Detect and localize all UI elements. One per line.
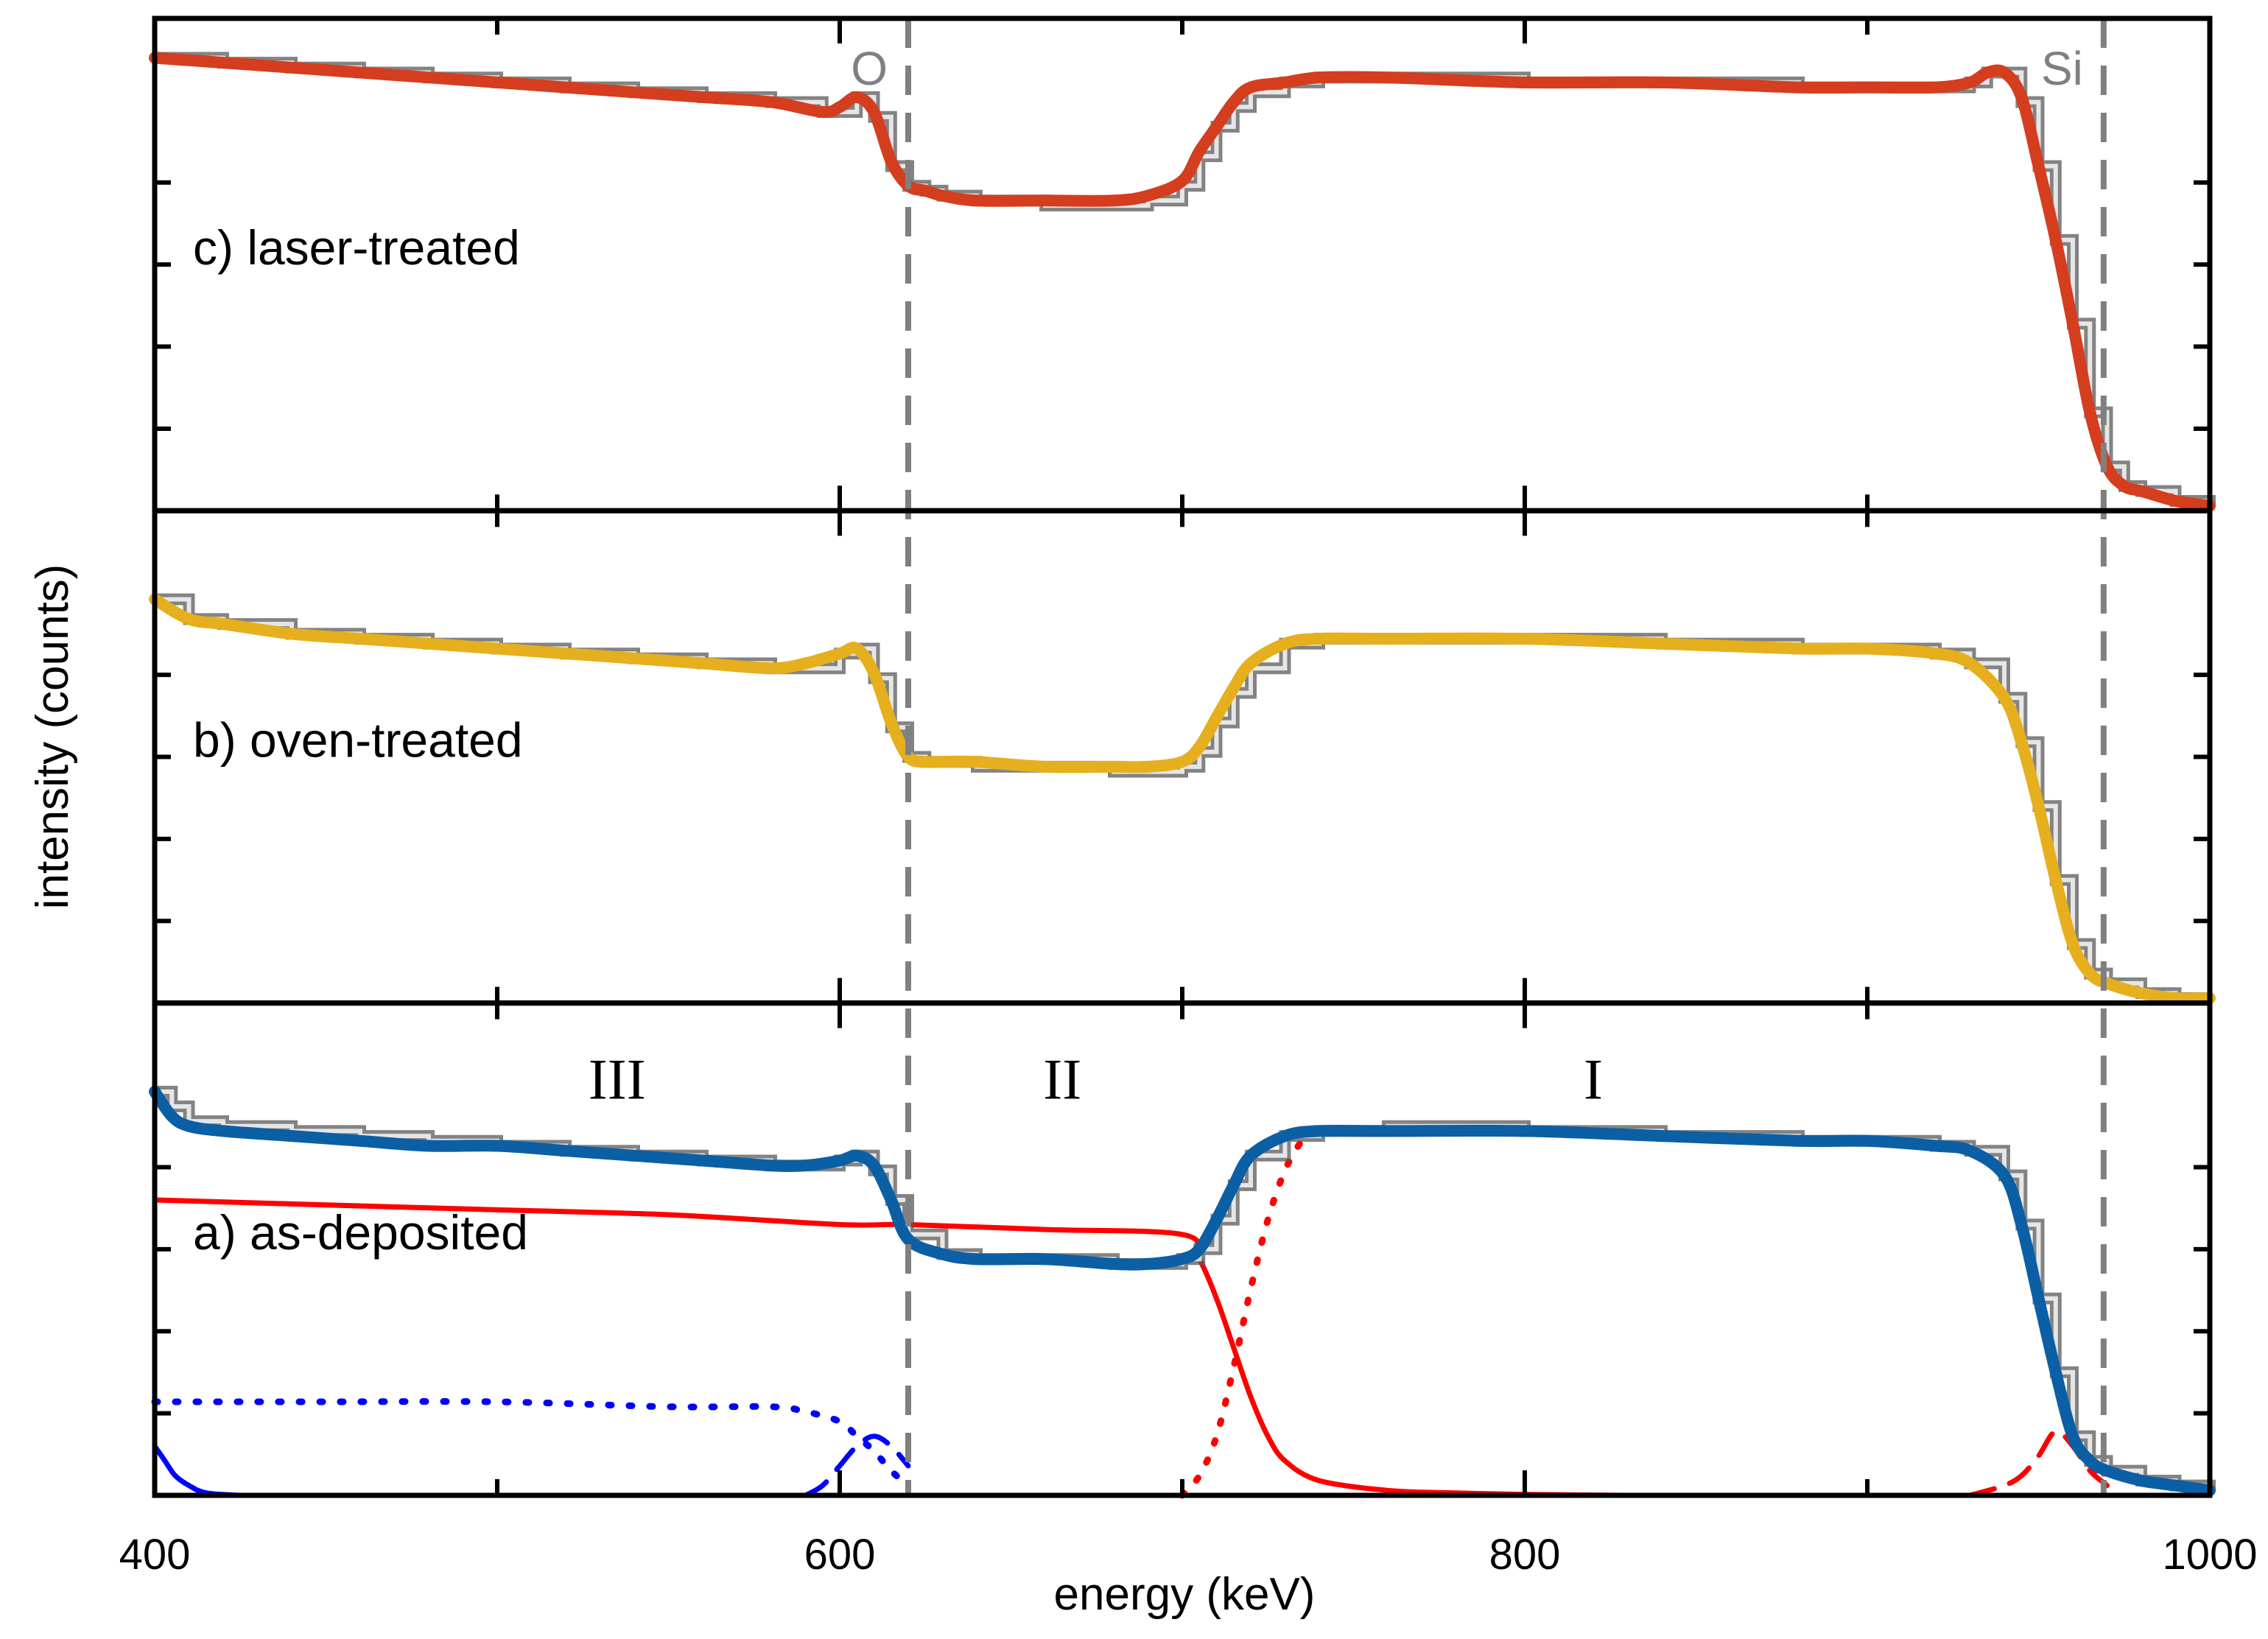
component-dotted-blue-a <box>151 1398 912 1489</box>
panel-c: c) laser-treated <box>149 52 2216 512</box>
x-tick-label: 600 <box>804 1531 876 1579</box>
fit-curve-b <box>149 593 2216 1005</box>
reference-label-O: O <box>851 42 888 95</box>
region-label-III: III <box>589 1047 646 1112</box>
panel-label-b: b) oven-treated <box>193 713 523 768</box>
y-axis-title: intensity (counts) <box>27 564 78 910</box>
x-tick-label: 800 <box>1489 1531 1561 1579</box>
axes: 400 600 800 1000 <box>119 15 2258 1579</box>
reference-label-Si: Si <box>2041 42 2083 95</box>
component-dashed-red-a <box>1967 1428 2110 1498</box>
overlay: O Si <box>851 18 2107 1495</box>
panel-label-a: a) as-deposited <box>193 1205 528 1260</box>
region-label-I: I <box>1584 1047 1603 1112</box>
x-tick-label: 400 <box>119 1531 191 1579</box>
x-tick-label: 1000 <box>2162 1531 2257 1579</box>
x-axis-title: energy (keV) <box>1054 1569 1316 1620</box>
component-dashed-blue-a <box>803 1433 911 1498</box>
component-solid-red-a <box>152 1197 1630 1498</box>
region-label-II: II <box>1043 1047 1081 1112</box>
fit-curve-c <box>149 52 2216 512</box>
panel-b: b) oven-treated <box>149 593 2216 1005</box>
panel-label-c: c) laser-treated <box>193 220 520 275</box>
fit-curve-a <box>149 1086 2216 1497</box>
panels: c) laser-treated b) oven-treated a) as-dep… <box>149 52 2216 1499</box>
